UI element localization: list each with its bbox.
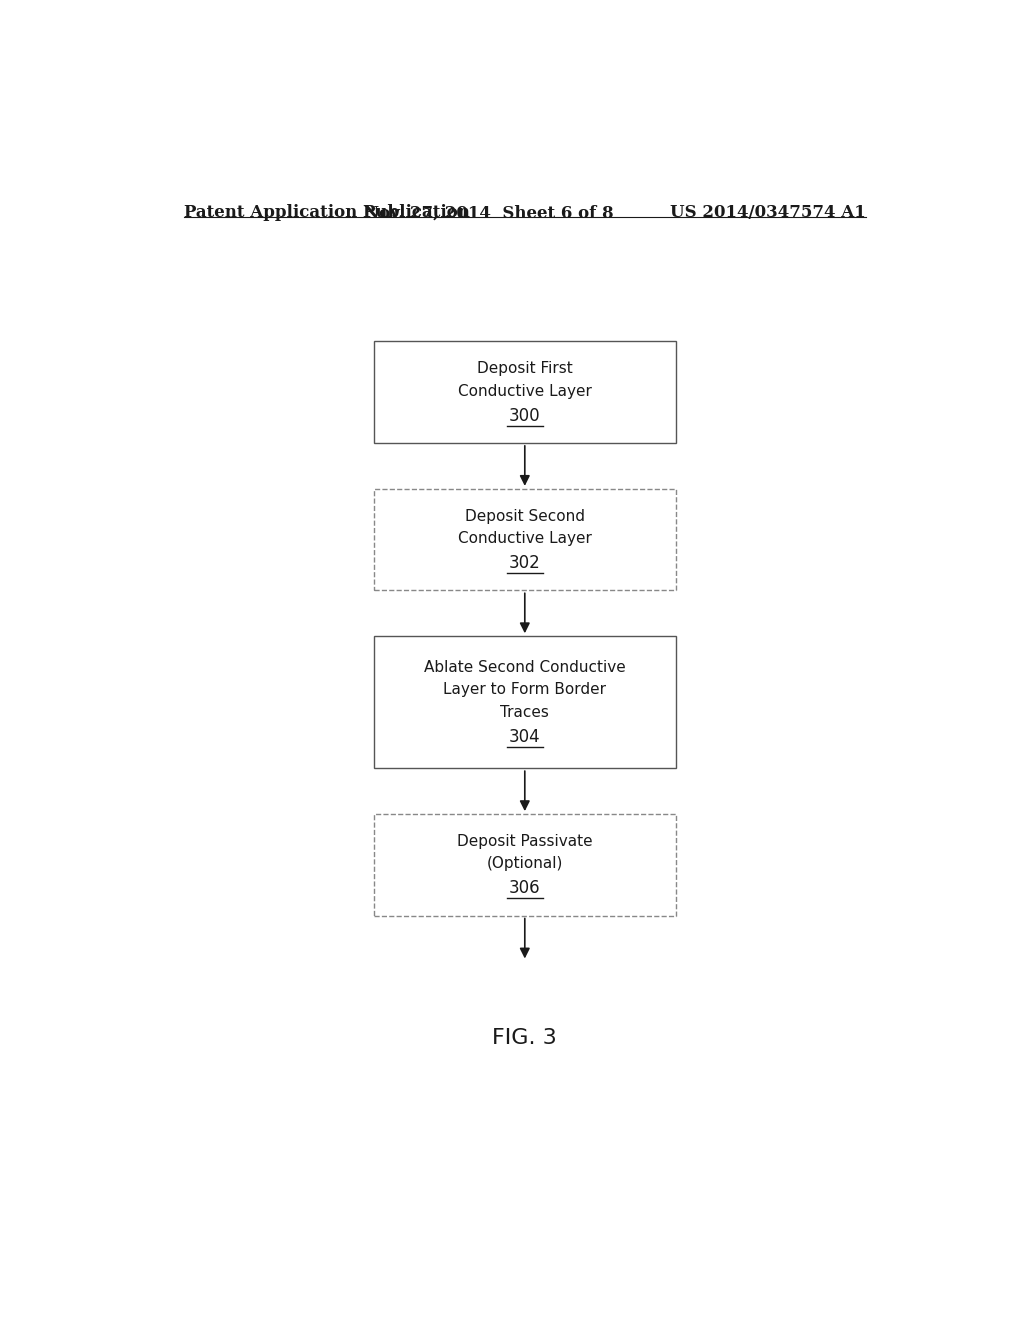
Text: Conductive Layer: Conductive Layer — [458, 384, 592, 399]
Bar — [374, 636, 676, 768]
Bar — [374, 814, 676, 916]
Text: 304: 304 — [509, 727, 541, 746]
Text: (Optional): (Optional) — [486, 857, 563, 871]
Text: 306: 306 — [509, 879, 541, 898]
Text: Deposit Second: Deposit Second — [465, 508, 585, 524]
Text: Patent Application Publication: Patent Application Publication — [183, 205, 469, 222]
Text: Conductive Layer: Conductive Layer — [458, 531, 592, 546]
Bar — [374, 488, 676, 590]
Text: 300: 300 — [509, 407, 541, 425]
Text: Deposit Passivate: Deposit Passivate — [457, 834, 593, 849]
Text: US 2014/0347574 A1: US 2014/0347574 A1 — [671, 205, 866, 222]
Text: Traces: Traces — [501, 705, 549, 719]
Bar — [374, 342, 676, 444]
Text: Deposit First: Deposit First — [477, 362, 572, 376]
Text: 302: 302 — [509, 554, 541, 572]
Text: FIG. 3: FIG. 3 — [493, 1027, 557, 1048]
Text: Nov. 27, 2014  Sheet 6 of 8: Nov. 27, 2014 Sheet 6 of 8 — [365, 205, 614, 222]
Text: Ablate Second Conductive: Ablate Second Conductive — [424, 660, 626, 675]
Text: Layer to Form Border: Layer to Form Border — [443, 682, 606, 697]
